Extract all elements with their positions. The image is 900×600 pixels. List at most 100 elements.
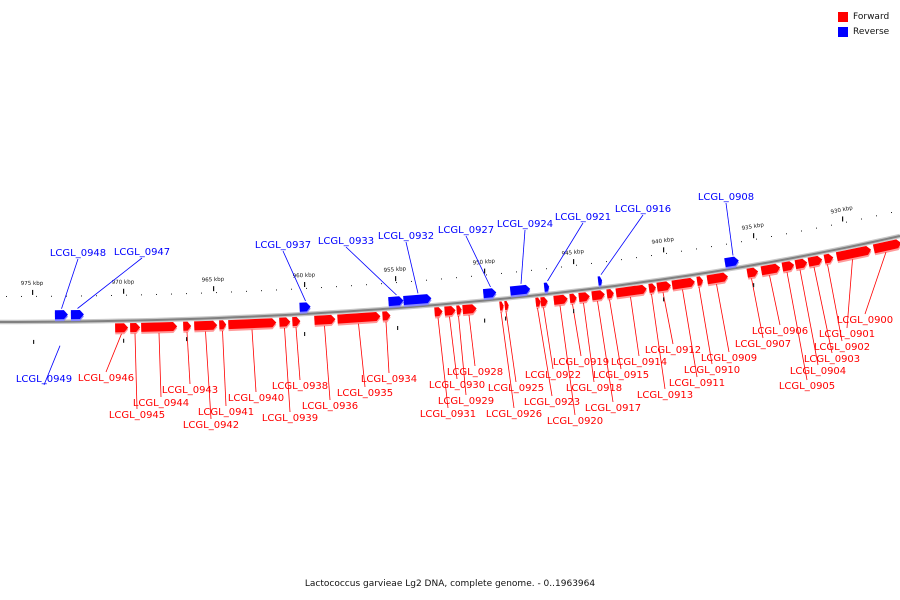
scale-dot [21, 295, 22, 297]
gene-arrow-lcgl_0902[interactable] [823, 253, 835, 266]
gene-label-lcgl_0917: LCGL_0917 [585, 403, 641, 414]
track-marker [123, 338, 125, 343]
gene-body [535, 297, 541, 307]
track-marker [397, 325, 399, 330]
gene-arrow-lcgl_0900[interactable] [872, 239, 900, 256]
gene-arrow-lcgl_0929[interactable] [456, 305, 462, 317]
scale-dot [501, 272, 502, 274]
gene-arrow-lcgl_0909[interactable] [706, 272, 729, 287]
gene-arrow-lcgl_0919[interactable] [569, 293, 578, 306]
gene-arrow-lcgl_0922[interactable] [540, 296, 548, 309]
gene-body [591, 290, 605, 301]
gene-arrow-lcgl_0912[interactable] [656, 281, 672, 294]
gene-arrow-lcgl_0935[interactable] [337, 312, 381, 326]
gene-arrow-lcgl_0920[interactable] [553, 294, 568, 307]
gene-arrow-lcgl_0946[interactable] [115, 323, 129, 335]
gene-arrow-lcgl_0936[interactable] [314, 314, 336, 327]
gene-arrow-lcgl_0910[interactable] [696, 276, 704, 288]
scale-dot [471, 275, 472, 277]
scale-label: 965 kbp [202, 277, 225, 284]
gene-arrow-lcgl_0906[interactable] [760, 263, 782, 278]
gene-arrow-lcgl_0904[interactable] [794, 258, 809, 272]
gene-leader-line [458, 315, 467, 396]
scale-dot [756, 238, 757, 240]
gene-arrow-lcgl_0942[interactable] [194, 320, 218, 333]
gene-body [314, 314, 336, 325]
scale-dot [636, 257, 637, 259]
gene-arrow-lcgl_0907[interactable] [746, 267, 760, 280]
gene-body [615, 284, 647, 298]
gene-arrow-lcgl_0905[interactable] [781, 260, 796, 274]
gene-arrow-lcgl_0926[interactable] [499, 301, 504, 313]
gene-arrow-lcgl_0930[interactable] [444, 306, 456, 318]
gene-label-lcgl_0936: LCGL_0936 [302, 401, 358, 412]
gene-arrow-lcgl_0923[interactable] [535, 297, 541, 309]
gene-arrow-lcgl_0914[interactable] [615, 284, 648, 300]
gene-label-lcgl_0945: LCGL_0945 [109, 410, 165, 421]
gene-body [337, 312, 381, 324]
gene-body [456, 305, 462, 315]
scale-dot [96, 295, 97, 297]
gene-leader-line [769, 275, 781, 326]
gene-leader-line [799, 269, 819, 366]
gene-arrow-lcgl_0928[interactable] [462, 304, 477, 317]
gene-leader-line [205, 331, 212, 420]
gene-arrow-lcgl_0927[interactable] [482, 288, 497, 301]
gene-arrow-lcgl_0947[interactable] [70, 309, 84, 322]
gene-arrow-lcgl_0939[interactable] [279, 317, 291, 329]
track-marker [304, 332, 306, 337]
scale-tick [123, 288, 125, 294]
gene-arrow-lcgl_0918[interactable] [578, 292, 591, 304]
track-marker [753, 283, 755, 288]
gene-body [499, 301, 504, 311]
gene-arrow-lcgl_0917[interactable] [591, 290, 606, 303]
gene-leader-line [405, 241, 419, 294]
gene-label-lcgl_0940: LCGL_0940 [228, 393, 284, 404]
gene-arrow-lcgl_0937[interactable] [299, 302, 311, 314]
gene-arrow-lcgl_0945[interactable] [130, 322, 141, 335]
gene-arrow-lcgl_0934[interactable] [382, 311, 391, 323]
genome-backbone [0, 235, 900, 323]
gene-arrow-lcgl_0931[interactable] [434, 307, 443, 319]
scale-dot [411, 280, 412, 282]
gene-arrow-lcgl_0948[interactable] [54, 310, 68, 322]
gene-arrow-lcgl_0941[interactable] [219, 320, 227, 332]
gene-arrow-lcgl_0915[interactable] [606, 289, 615, 301]
gene-arrow-lcgl_0911[interactable] [671, 277, 696, 292]
gene-arrow-lcgl_0925[interactable] [504, 300, 509, 313]
gene-arrow-lcgl_0903[interactable] [807, 255, 824, 269]
gene-body [553, 294, 568, 305]
gene-arrow-lcgl_0908[interactable] [724, 256, 740, 270]
gene-label-lcgl_0909: LCGL_0909 [701, 353, 757, 364]
gene-arrow-lcgl_0913[interactable] [648, 283, 657, 295]
scale-dot [126, 294, 127, 296]
scale-dot [36, 295, 37, 297]
gene-label-lcgl_0947: LCGL_0947 [114, 247, 170, 258]
gene-arrow-lcgl_0932[interactable] [403, 294, 432, 308]
genome-caption: Lactococcus garvieae Lg2 DNA, complete g… [304, 579, 596, 589]
scale-dot [171, 293, 172, 295]
gene-arrow-lcgl_0901[interactable] [835, 245, 873, 264]
scale-tick [842, 216, 844, 222]
gene-arrow-lcgl_0938[interactable] [292, 316, 301, 329]
gene-body [403, 294, 432, 306]
gene-arrow-lcgl_0940[interactable] [228, 318, 277, 332]
scale-dot [606, 261, 607, 263]
gene-body [509, 284, 531, 296]
gene-body [543, 282, 550, 292]
scale-dot [741, 241, 742, 243]
gene-arrow-lcgl_0921[interactable] [543, 282, 550, 294]
gene-leader-line [186, 332, 191, 385]
gene-arrow-lcgl_0944[interactable] [141, 322, 178, 334]
gene-arrow-lcgl_0924[interactable] [509, 284, 531, 298]
gene-arrow-lcgl_0916[interactable] [597, 276, 603, 288]
gene-leader-line [222, 330, 227, 407]
scale-dot [531, 269, 532, 271]
scale-dot [186, 293, 187, 295]
gene-body [823, 253, 834, 264]
gene-body [648, 283, 656, 293]
gene-arrow-lcgl_0933[interactable] [388, 296, 404, 309]
gene-arrow-lcgl_0943[interactable] [183, 321, 192, 333]
gene-body [656, 281, 671, 292]
